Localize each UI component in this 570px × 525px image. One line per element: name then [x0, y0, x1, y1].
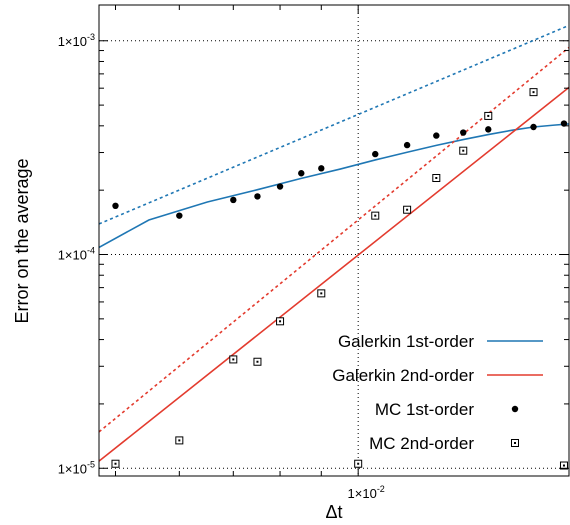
legend-label: Galerkin 2nd-order — [332, 366, 474, 385]
series-line-galerkin-2nd-order — [99, 86, 569, 462]
square-marker-center — [406, 208, 409, 211]
square-marker-center — [357, 462, 360, 465]
square-marker-center — [256, 360, 259, 363]
data-point-mc-2nd-order — [459, 146, 468, 155]
y-tick-label: 1×10-4 — [58, 246, 95, 263]
data-point-mc-2nd-order — [432, 174, 441, 183]
legend: Galerkin 1st-order Galerkin 2nd-order MC 1… — [332, 332, 543, 453]
data-point-mc-1st-order — [403, 141, 411, 149]
x-tick-label: 1×10-2 — [348, 484, 385, 501]
square-marker-center — [435, 177, 438, 180]
data-point-mc-1st-order — [230, 196, 237, 204]
data-point-mc-2nd-order — [253, 357, 262, 366]
data-point-mc-2nd-order — [484, 111, 493, 120]
square-marker-center — [487, 114, 490, 117]
data-point-mc-1st-order — [530, 123, 537, 131]
grid — [99, 5, 569, 476]
legend-label: Galerkin 1st-order — [338, 332, 474, 351]
data-point-mc-1st-order — [112, 202, 119, 210]
plot-frame — [98, 4, 570, 477]
plot-area — [99, 24, 569, 470]
series-line-galerkin-2nd-order-reference — [99, 46, 569, 433]
legend-dot-marker — [511, 405, 519, 413]
y-tick-label: 1×10-5 — [58, 459, 95, 476]
data-point-mc-2nd-order — [111, 459, 120, 468]
data-point-mc-1st-order — [485, 126, 492, 133]
data-point-mc-2nd-order — [354, 459, 363, 468]
legend-square-marker-center — [514, 442, 516, 444]
data-point-mc-2nd-order — [371, 211, 380, 220]
data-point-mc-2nd-order — [229, 355, 238, 364]
data-point-mc-2nd-order — [403, 205, 412, 214]
series-line-galerkin-1st-order — [99, 123, 569, 249]
data-point-mc-1st-order — [372, 150, 379, 158]
legend-label: MC 1st-order — [375, 400, 475, 419]
data-point-mc-2nd-order — [175, 436, 184, 445]
data-point-mc-1st-order — [560, 120, 568, 127]
square-marker-center — [114, 462, 117, 465]
square-marker-center — [178, 439, 181, 442]
legend-label: MC 2nd-order — [369, 434, 474, 453]
x-axis-label: Δt — [325, 502, 342, 522]
data-point-mc-1st-order — [276, 183, 284, 190]
square-marker-center — [232, 358, 235, 361]
data-point-mc-1st-order — [176, 212, 183, 219]
axis-ticks: 1×10-5 1×10-4 1×10-3 1×10-2 — [58, 5, 569, 501]
data-point-mc-1st-order — [318, 165, 325, 172]
data-point-mc-1st-order — [254, 193, 261, 200]
y-tick-label: 1×10-3 — [58, 32, 95, 49]
data-point-mc-1st-order — [433, 132, 440, 139]
square-marker-center — [320, 292, 323, 295]
series-line-galerkin-1st-order-reference — [99, 24, 569, 225]
data-point-mc-2nd-order — [559, 461, 568, 470]
square-marker-center — [374, 214, 377, 217]
square-marker-center — [532, 91, 535, 94]
y-axis-label: Error on the average — [12, 158, 32, 323]
data-point-mc-2nd-order — [529, 88, 538, 97]
data-point-mc-2nd-order — [276, 317, 285, 326]
square-marker-center — [562, 464, 565, 467]
data-point-mc-1st-order — [298, 170, 305, 177]
data-point-mc-1st-order — [460, 129, 467, 136]
square-marker-center — [462, 149, 465, 152]
square-marker-center — [279, 320, 282, 323]
data-point-mc-2nd-order — [317, 289, 326, 298]
